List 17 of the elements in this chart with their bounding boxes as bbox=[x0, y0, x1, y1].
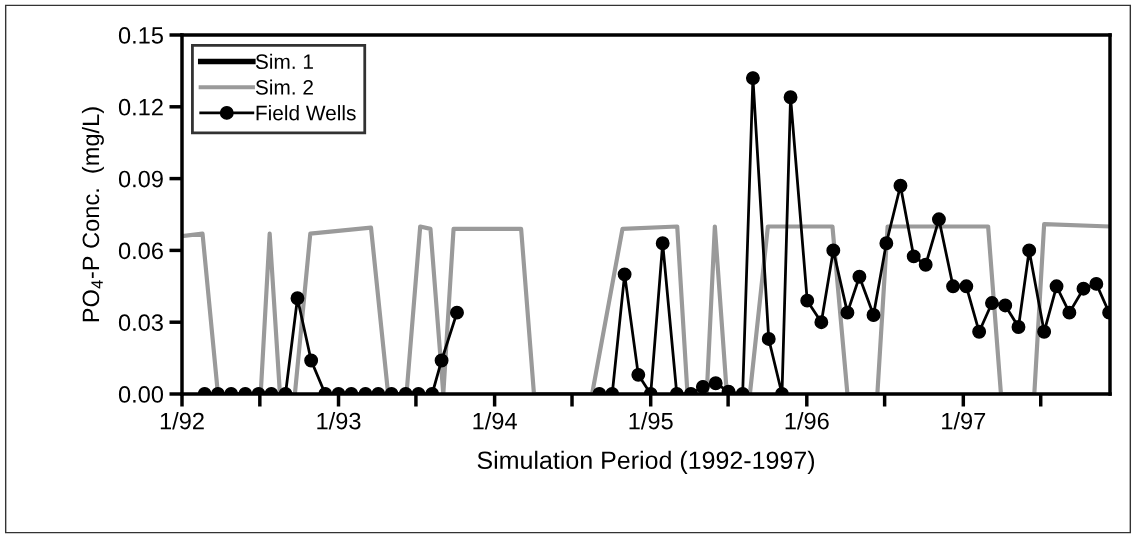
x-axis-title: Simulation Period (1992-1997) bbox=[477, 450, 814, 475]
y-axis-title: PO$_{4}$-P Conc. (mg/L) bbox=[81, 107, 104, 322]
y-tick-label: 0.03 bbox=[118, 314, 163, 331]
x-tick-label: 1/95 bbox=[629, 412, 673, 430]
y-tick-label: 0.15 bbox=[118, 27, 163, 44]
legend-label: Field Wells bbox=[256, 105, 356, 121]
y-tick-label: 0.00 bbox=[118, 386, 164, 403]
x-tick-label: 1/94 bbox=[473, 412, 517, 430]
y-tick-label: 0.09 bbox=[118, 170, 163, 188]
x-tick-label: 1/97 bbox=[942, 412, 986, 430]
x-tick-label: 1/93 bbox=[317, 412, 361, 430]
x-tick-label: 1/96 bbox=[785, 412, 829, 430]
legend-label: Sim. 1 bbox=[255, 53, 313, 70]
legend-label: Sim. 2 bbox=[255, 79, 313, 95]
y-tick-label: 0.06 bbox=[118, 242, 163, 260]
y-tick-label: 0.12 bbox=[118, 98, 163, 116]
x-tick-label: 1/92 bbox=[160, 412, 204, 430]
